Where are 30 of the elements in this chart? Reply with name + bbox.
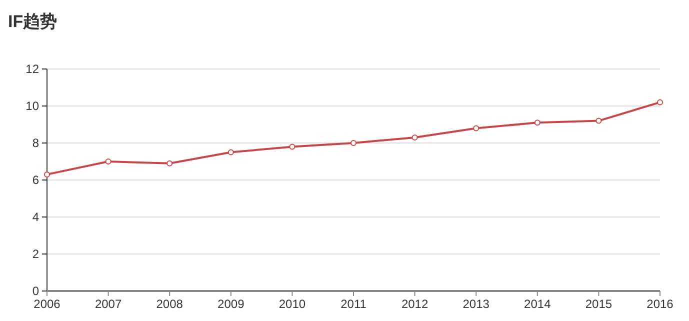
y-tick-label: 6 <box>32 173 40 187</box>
point <box>473 125 480 132</box>
point <box>289 144 296 150</box>
y-tick-label: 4 <box>32 210 40 224</box>
point <box>44 171 50 178</box>
y-tick-label: 2 <box>32 247 40 261</box>
chart-title: IF趋势 <box>8 12 58 31</box>
y-tick-label: 12 <box>26 62 40 76</box>
x-tick-label: 2009 <box>218 297 245 311</box>
y-tick-label: 10 <box>26 99 40 113</box>
point <box>105 158 112 164</box>
y-tick-label: 8 <box>32 136 40 150</box>
x-tick-label: 2006 <box>34 297 61 311</box>
x-tick-label: 2015 <box>585 297 612 311</box>
point <box>228 149 234 156</box>
x-tick-label: 2011 <box>340 297 367 311</box>
x-tick-label: 2016 <box>646 297 674 311</box>
point <box>412 134 418 140</box>
x-tick-label: 2013 <box>462 297 490 311</box>
point <box>350 140 356 146</box>
point <box>657 99 663 106</box>
point <box>534 120 540 126</box>
x-tick-label: 2010 <box>278 297 306 311</box>
point <box>596 118 602 124</box>
x-tick-label: 2007 <box>94 297 122 311</box>
x-tick-label: 2008 <box>156 297 184 311</box>
point <box>166 160 173 166</box>
x-tick-label: 2014 <box>524 297 552 311</box>
y-tick-label: 0 <box>32 284 40 298</box>
x-tick-label: 2012 <box>401 297 428 311</box>
